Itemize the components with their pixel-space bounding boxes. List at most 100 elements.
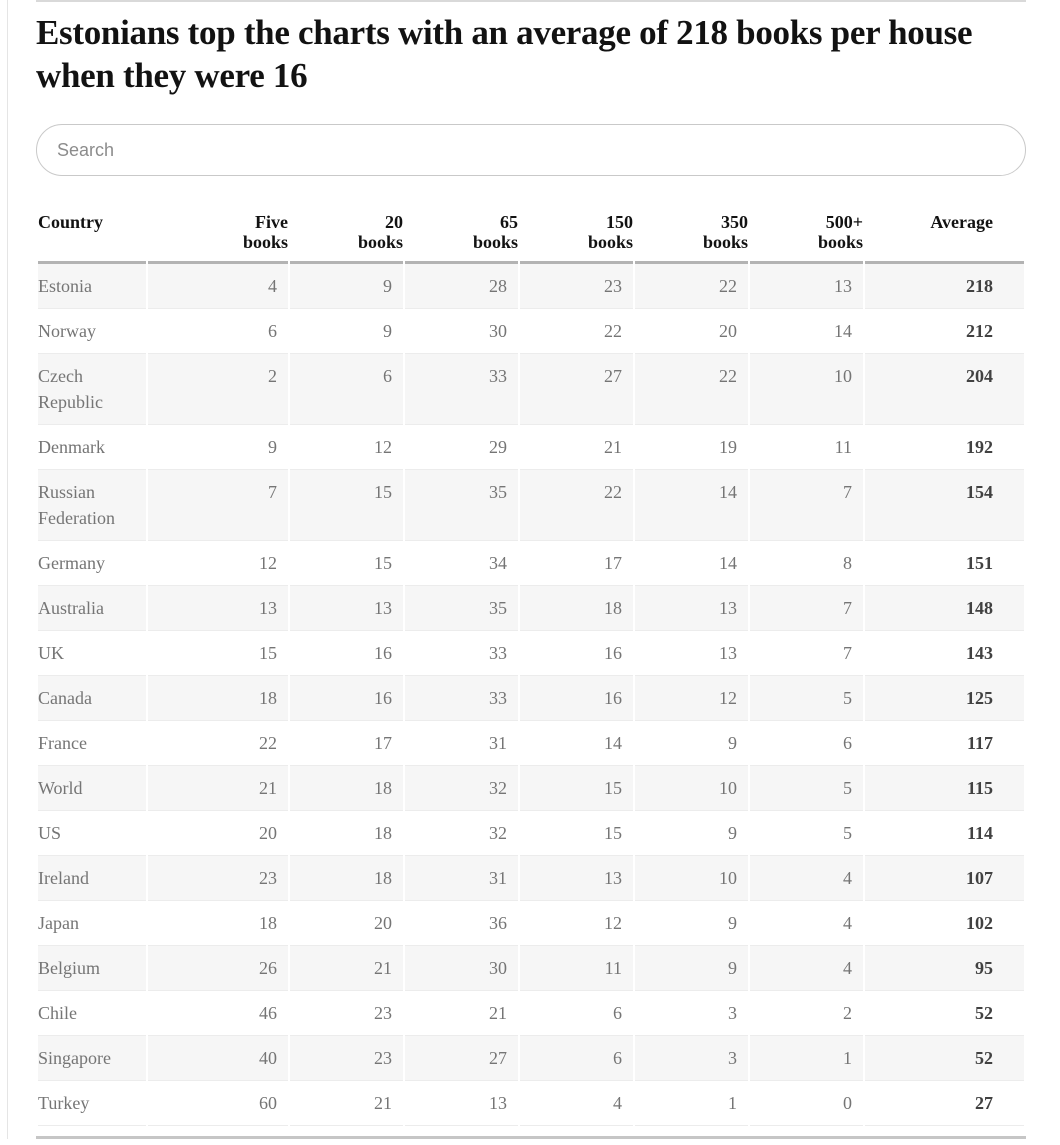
column-header-label: books [472, 232, 518, 252]
cell-65-books: 28 [405, 264, 518, 309]
column-header-label: books [242, 232, 288, 252]
cell-150-books: 22 [520, 309, 633, 354]
table-row: World 21 18 32 15 10 5 115 [38, 766, 1024, 811]
cell-average: 52 [865, 991, 1024, 1036]
cell-five-books: 6 [148, 309, 288, 354]
cell-five-books: 7 [148, 470, 288, 541]
cell-150-books: 17 [520, 541, 633, 586]
cell-65-books: 32 [405, 811, 518, 856]
cell-150-books: 22 [520, 470, 633, 541]
cell-20-books: 15 [290, 470, 403, 541]
cell-500plus-books: 5 [750, 811, 863, 856]
cell-20-books: 12 [290, 425, 403, 470]
column-header-65-books[interactable]: 65 books [405, 212, 518, 264]
cell-average: 125 [865, 676, 1024, 721]
column-header-five-books[interactable]: Five books [148, 212, 288, 264]
cell-average: 114 [865, 811, 1024, 856]
cell-500plus-books: 0 [750, 1081, 863, 1126]
cell-150-books: 4 [520, 1081, 633, 1126]
cell-average: 218 [865, 264, 1024, 309]
column-header-label: 20 [385, 212, 403, 232]
cell-20-books: 6 [290, 354, 403, 425]
cell-350-books: 14 [635, 470, 748, 541]
column-header-label: Five [255, 212, 288, 232]
cell-20-books: 23 [290, 1036, 403, 1081]
cell-five-books: 18 [148, 901, 288, 946]
cell-20-books: 9 [290, 264, 403, 309]
cell-country: Norway [38, 309, 146, 354]
table-row: Ireland 23 18 31 13 10 4 107 [38, 856, 1024, 901]
cell-country: France [38, 721, 146, 766]
cell-350-books: 13 [635, 631, 748, 676]
table-row: Singapore 40 23 27 6 3 1 52 [38, 1036, 1024, 1081]
column-header-label: Country [38, 212, 104, 232]
column-header-average[interactable]: Average [865, 212, 1024, 264]
cell-350-books: 22 [635, 354, 748, 425]
cell-average: 212 [865, 309, 1024, 354]
table-header: Country Five books 20 books 65 books 150 [38, 212, 1024, 264]
table-row: France 22 17 31 14 9 6 117 [38, 721, 1024, 766]
cell-500plus-books: 7 [750, 586, 863, 631]
column-header-country[interactable]: Country [38, 212, 146, 264]
cell-20-books: 21 [290, 1081, 403, 1126]
cell-country: Belgium [38, 946, 146, 991]
column-header-label: books [817, 232, 863, 252]
cell-150-books: 16 [520, 631, 633, 676]
column-header-150-books[interactable]: 150 books [520, 212, 633, 264]
cell-500plus-books: 4 [750, 901, 863, 946]
cell-average: 204 [865, 354, 1024, 425]
cell-average: 117 [865, 721, 1024, 766]
cell-500plus-books: 6 [750, 721, 863, 766]
table-row: Australia 13 13 35 18 13 7 148 [38, 586, 1024, 631]
cell-350-books: 1 [635, 1081, 748, 1126]
table-row: Estonia 4 9 28 23 22 13 218 [38, 264, 1024, 309]
cell-country: Estonia [38, 264, 146, 309]
cell-350-books: 9 [635, 901, 748, 946]
column-header-500plus-books[interactable]: 500+ books [750, 212, 863, 264]
cell-20-books: 23 [290, 991, 403, 1036]
cell-average: 102 [865, 901, 1024, 946]
cell-65-books: 21 [405, 991, 518, 1036]
left-border-line [7, 0, 8, 1139]
cell-65-books: 13 [405, 1081, 518, 1126]
cell-350-books: 9 [635, 721, 748, 766]
search-container [36, 124, 1026, 176]
cell-average: 107 [865, 856, 1024, 901]
cell-average: 115 [865, 766, 1024, 811]
cell-five-books: 46 [148, 991, 288, 1036]
column-header-20-books[interactable]: 20 books [290, 212, 403, 264]
table-body: Estonia 4 9 28 23 22 13 218 Norway 6 9 30 22 20 14 212 C… [38, 264, 1024, 1126]
cell-350-books: 3 [635, 1036, 748, 1081]
cell-country: World [38, 766, 146, 811]
cell-average: 192 [865, 425, 1024, 470]
column-header-350-books[interactable]: 350 books [635, 212, 748, 264]
cell-country: UK [38, 631, 146, 676]
cell-country: Denmark [38, 425, 146, 470]
cell-350-books: 20 [635, 309, 748, 354]
cell-five-books: 13 [148, 586, 288, 631]
cell-500plus-books: 7 [750, 470, 863, 541]
cell-350-books: 14 [635, 541, 748, 586]
cell-65-books: 33 [405, 631, 518, 676]
cell-350-books: 9 [635, 811, 748, 856]
cell-five-books: 22 [148, 721, 288, 766]
cell-20-books: 18 [290, 856, 403, 901]
cell-65-books: 34 [405, 541, 518, 586]
table-row: Canada 18 16 33 16 12 5 125 [38, 676, 1024, 721]
cell-65-books: 32 [405, 766, 518, 811]
cell-20-books: 13 [290, 586, 403, 631]
cell-500plus-books: 4 [750, 856, 863, 901]
column-header-label: books [587, 232, 633, 252]
table-row: Russian Federation 7 15 35 22 14 7 154 [38, 470, 1024, 541]
cell-average: 148 [865, 586, 1024, 631]
cell-65-books: 29 [405, 425, 518, 470]
cell-65-books: 35 [405, 586, 518, 631]
cell-500plus-books: 14 [750, 309, 863, 354]
table-row: Japan 18 20 36 12 9 4 102 [38, 901, 1024, 946]
cell-65-books: 33 [405, 676, 518, 721]
search-input[interactable] [36, 124, 1026, 176]
cell-20-books: 21 [290, 946, 403, 991]
cell-country: US [38, 811, 146, 856]
cell-350-books: 10 [635, 856, 748, 901]
cell-country: Turkey [38, 1081, 146, 1126]
